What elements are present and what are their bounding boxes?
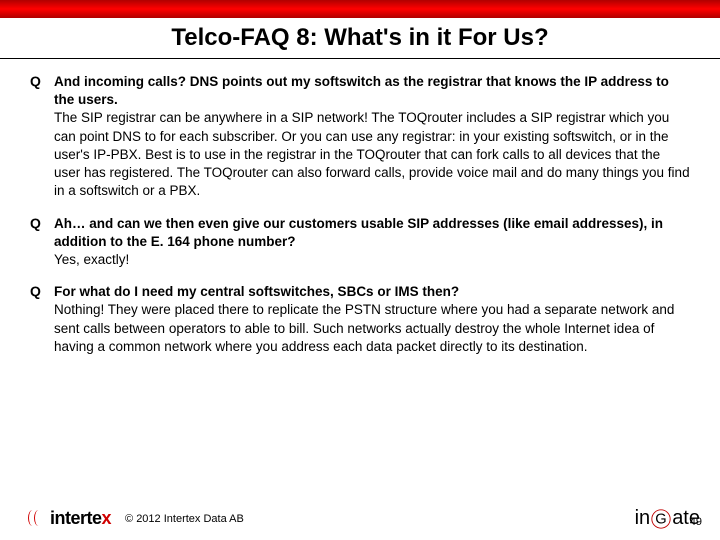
copyright-text: © 2012 Intertex Data AB xyxy=(125,513,244,525)
slide-number: 49 xyxy=(690,516,702,528)
slide-title: Telco-FAQ 8: What's in it For Us? xyxy=(30,24,690,52)
qa-item: Q For what do I need my central softswit… xyxy=(30,283,690,356)
ingate-g-icon: G xyxy=(650,508,672,530)
intertex-text-x: x xyxy=(102,508,112,529)
q-marker: Q xyxy=(30,283,54,356)
content-area: Q And incoming calls? DNS points out my … xyxy=(0,59,720,356)
qa-item: Q Ah… and can we then even give our cust… xyxy=(30,215,690,270)
q-marker: Q xyxy=(30,215,54,270)
intertex-text-prefix: interte xyxy=(50,508,102,529)
answer-text: Nothing! They were placed there to repli… xyxy=(54,302,674,353)
svg-text:G: G xyxy=(655,511,666,527)
qa-body: For what do I need my central softswitch… xyxy=(54,283,690,356)
qa-item: Q And incoming calls? DNS points out my … xyxy=(30,73,690,201)
footer-left: intertex © 2012 Intertex Data AB xyxy=(28,508,244,529)
question-text: Ah… and can we then even give our custom… xyxy=(54,216,663,249)
answer-text: The SIP registrar can be anywhere in a S… xyxy=(54,110,690,198)
title-area: Telco-FAQ 8: What's in it For Us? xyxy=(0,18,720,59)
qa-body: And incoming calls? DNS points out my so… xyxy=(54,73,690,201)
wave-icon xyxy=(28,510,48,528)
ingate-in: in xyxy=(635,507,651,530)
question-text: For what do I need my central softswitch… xyxy=(54,284,459,299)
q-marker: Q xyxy=(30,73,54,201)
top-red-bar xyxy=(0,0,720,18)
answer-text: Yes, exactly! xyxy=(54,252,129,267)
qa-body: Ah… and can we then even give our custom… xyxy=(54,215,690,270)
question-text: And incoming calls? DNS points out my so… xyxy=(54,74,669,107)
footer: intertex © 2012 Intertex Data AB in G at… xyxy=(0,507,720,530)
intertex-logo: intertex xyxy=(28,508,111,529)
